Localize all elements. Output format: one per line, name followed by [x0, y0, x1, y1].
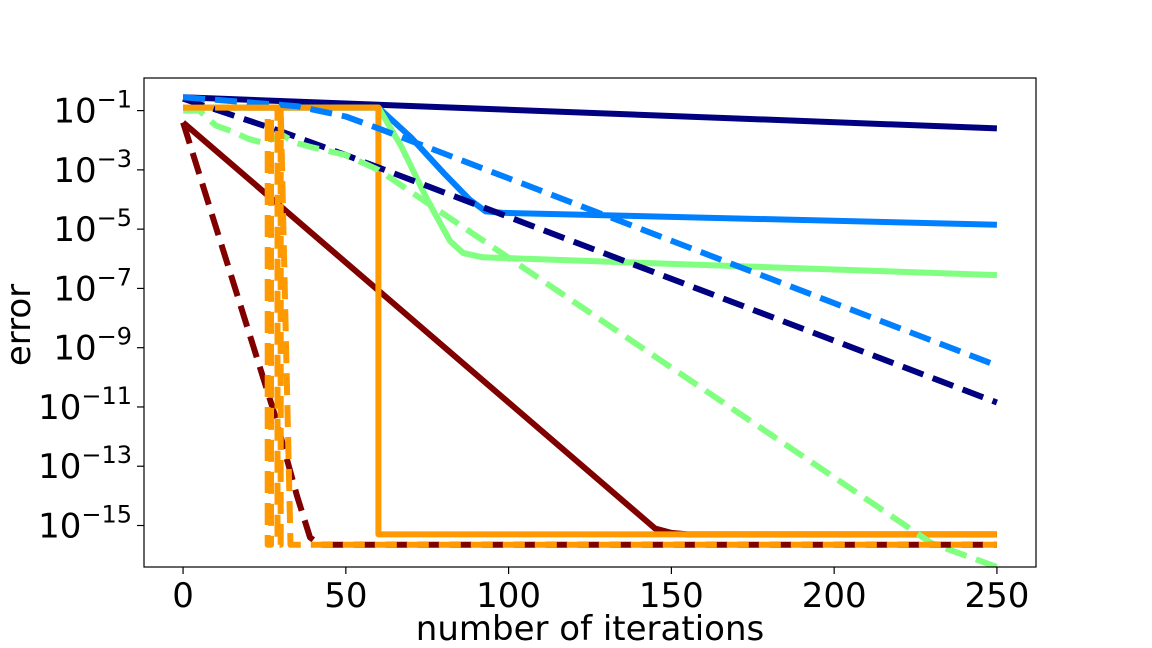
- series-layer: [180, 94, 998, 567]
- series-line-10: [183, 104, 997, 548]
- series-line-3: [183, 104, 998, 279]
- y-axis: 10−1 10−3 10−5 10−7 10−9 10−11 10−13 10−15: [38, 86, 144, 547]
- x-tick-label: 200: [802, 576, 867, 616]
- y-tick-label: 10−7: [53, 263, 132, 309]
- series-line-6: [182, 95, 998, 406]
- x-axis: 0 50 100 150 200 250: [172, 567, 1029, 616]
- series-line-7: [182, 94, 998, 369]
- series-line-9: [180, 121, 997, 548]
- y-tick-label: 10−15: [38, 501, 132, 547]
- y-tick-label: 10−13: [38, 441, 132, 487]
- x-axis-label: number of iterations: [416, 609, 764, 648]
- y-tick-label: 10−5: [53, 204, 132, 250]
- y-tick-label: 10−11: [38, 382, 132, 428]
- y-tick-label: 10−9: [53, 323, 132, 369]
- series-line-1: [182, 94, 998, 132]
- plot-frame: [143, 77, 1037, 568]
- y-tick-label: 10−3: [53, 145, 132, 191]
- y-axis-label: error: [0, 284, 39, 366]
- x-tick-label: 0: [172, 576, 194, 616]
- x-tick-label: 150: [639, 576, 704, 616]
- x-tick-label: 50: [324, 576, 367, 616]
- y-tick-label: 10−1: [53, 86, 132, 132]
- x-tick-label: 100: [476, 576, 541, 616]
- x-tick-label: 250: [964, 576, 1029, 616]
